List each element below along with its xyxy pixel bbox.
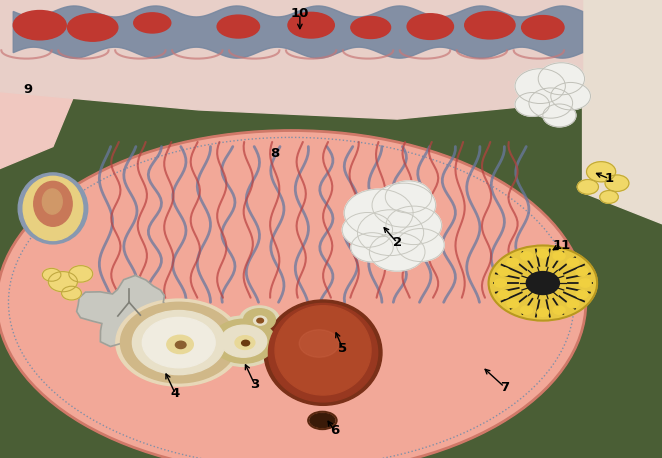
Circle shape xyxy=(132,311,225,375)
Circle shape xyxy=(521,252,533,260)
Circle shape xyxy=(385,181,432,213)
Circle shape xyxy=(357,210,424,256)
Circle shape xyxy=(515,69,565,104)
Circle shape xyxy=(537,308,549,316)
Circle shape xyxy=(521,306,533,314)
Circle shape xyxy=(116,299,242,386)
Circle shape xyxy=(351,233,393,262)
Circle shape xyxy=(69,266,93,282)
Text: 7: 7 xyxy=(500,381,509,393)
Ellipse shape xyxy=(42,189,62,214)
Circle shape xyxy=(257,318,263,323)
Circle shape xyxy=(254,316,267,325)
Circle shape xyxy=(605,175,629,191)
Ellipse shape xyxy=(522,16,564,39)
Ellipse shape xyxy=(34,181,72,226)
Text: 10: 10 xyxy=(291,7,309,20)
Ellipse shape xyxy=(288,12,334,38)
Circle shape xyxy=(553,306,565,314)
Polygon shape xyxy=(583,0,662,229)
Text: 2: 2 xyxy=(393,236,402,249)
Circle shape xyxy=(600,191,618,203)
Ellipse shape xyxy=(134,13,171,33)
Ellipse shape xyxy=(23,176,83,240)
Ellipse shape xyxy=(299,330,339,357)
Ellipse shape xyxy=(269,304,377,402)
Ellipse shape xyxy=(407,14,453,39)
Ellipse shape xyxy=(0,131,586,458)
Polygon shape xyxy=(13,6,583,58)
Circle shape xyxy=(529,88,573,118)
Circle shape xyxy=(579,279,591,287)
Text: 6: 6 xyxy=(330,424,339,437)
Text: 3: 3 xyxy=(250,378,260,391)
Circle shape xyxy=(344,189,413,237)
Text: 4: 4 xyxy=(171,387,180,400)
Polygon shape xyxy=(0,0,583,119)
Circle shape xyxy=(495,279,506,287)
Circle shape xyxy=(240,306,279,333)
Circle shape xyxy=(142,317,215,368)
Circle shape xyxy=(577,180,598,194)
Polygon shape xyxy=(0,0,79,174)
Circle shape xyxy=(543,104,576,127)
Ellipse shape xyxy=(310,413,335,428)
Circle shape xyxy=(235,336,255,349)
Circle shape xyxy=(507,258,519,267)
Ellipse shape xyxy=(68,14,118,41)
Circle shape xyxy=(567,300,579,308)
Circle shape xyxy=(515,93,549,116)
Circle shape xyxy=(207,316,280,366)
Circle shape xyxy=(175,341,186,349)
Circle shape xyxy=(242,340,250,346)
Polygon shape xyxy=(77,275,190,347)
Circle shape xyxy=(567,258,579,267)
Circle shape xyxy=(244,309,275,331)
Circle shape xyxy=(120,302,237,383)
Circle shape xyxy=(220,325,267,357)
Circle shape xyxy=(167,335,193,354)
Ellipse shape xyxy=(217,15,260,38)
Ellipse shape xyxy=(264,300,382,405)
Ellipse shape xyxy=(13,11,66,40)
Circle shape xyxy=(489,245,597,321)
Text: 11: 11 xyxy=(552,239,571,251)
Circle shape xyxy=(587,162,616,182)
Ellipse shape xyxy=(19,173,87,244)
Ellipse shape xyxy=(275,306,371,395)
Circle shape xyxy=(551,82,591,110)
Circle shape xyxy=(342,213,393,247)
Circle shape xyxy=(48,272,77,292)
Circle shape xyxy=(372,183,436,227)
Circle shape xyxy=(576,290,588,298)
Circle shape xyxy=(498,268,510,276)
Circle shape xyxy=(386,206,442,245)
Circle shape xyxy=(538,63,585,95)
Circle shape xyxy=(498,290,510,298)
Text: 9: 9 xyxy=(23,83,32,96)
Circle shape xyxy=(507,300,519,308)
Text: 1: 1 xyxy=(604,172,614,185)
Ellipse shape xyxy=(465,11,515,39)
Ellipse shape xyxy=(351,16,391,38)
Text: 5: 5 xyxy=(338,343,348,355)
Circle shape xyxy=(526,272,559,294)
Circle shape xyxy=(212,319,275,363)
Circle shape xyxy=(397,229,444,262)
Circle shape xyxy=(553,252,565,260)
Text: 8: 8 xyxy=(270,147,279,160)
Circle shape xyxy=(537,250,549,258)
Circle shape xyxy=(42,268,61,281)
Circle shape xyxy=(62,286,81,300)
Circle shape xyxy=(576,268,588,276)
Circle shape xyxy=(369,233,425,271)
